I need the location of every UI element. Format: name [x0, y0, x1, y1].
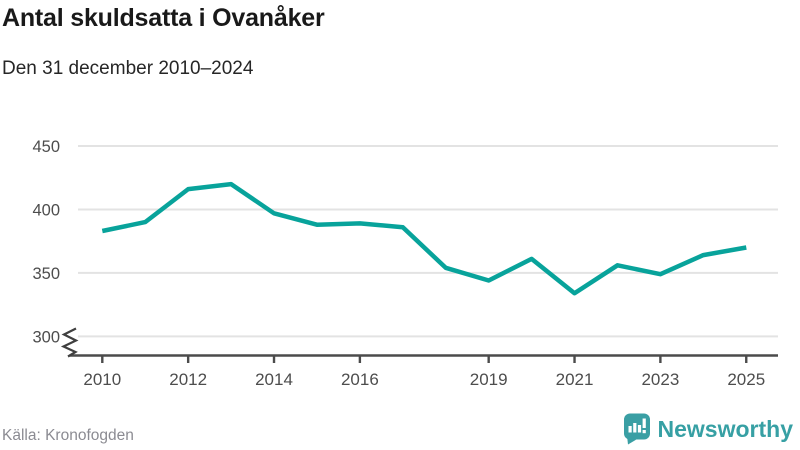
y-tick-label: 450 — [32, 138, 60, 156]
x-tick-label: 2012 — [169, 370, 207, 389]
chart-subtitle: Den 31 december 2010–2024 — [2, 58, 254, 79]
y-tick-label: 400 — [32, 201, 60, 219]
speech-bubble-bar-chart-icon — [623, 413, 650, 445]
newsworthy-wordmark: Newsworthy — [657, 415, 793, 442]
chart-title: Antal skuldsatta i Ovanåker — [2, 4, 325, 32]
newsworthy-logo: Newsworthy — [623, 413, 793, 445]
x-tick-label: 2010 — [83, 370, 121, 389]
source-label: Källa: Kronofogden — [2, 427, 134, 444]
x-tick-label: 2021 — [556, 370, 594, 389]
axis-break-icon — [60, 327, 79, 358]
x-tick-label: 2014 — [255, 370, 293, 389]
x-tick-label: 2023 — [641, 370, 679, 389]
y-tick-label: 300 — [32, 328, 60, 346]
x-tick-label: 2019 — [470, 370, 508, 389]
x-tick-label: 2016 — [341, 370, 379, 389]
y-tick-label: 350 — [32, 265, 60, 283]
x-tick-label: 2025 — [727, 370, 765, 389]
data-line — [101, 181, 747, 296]
